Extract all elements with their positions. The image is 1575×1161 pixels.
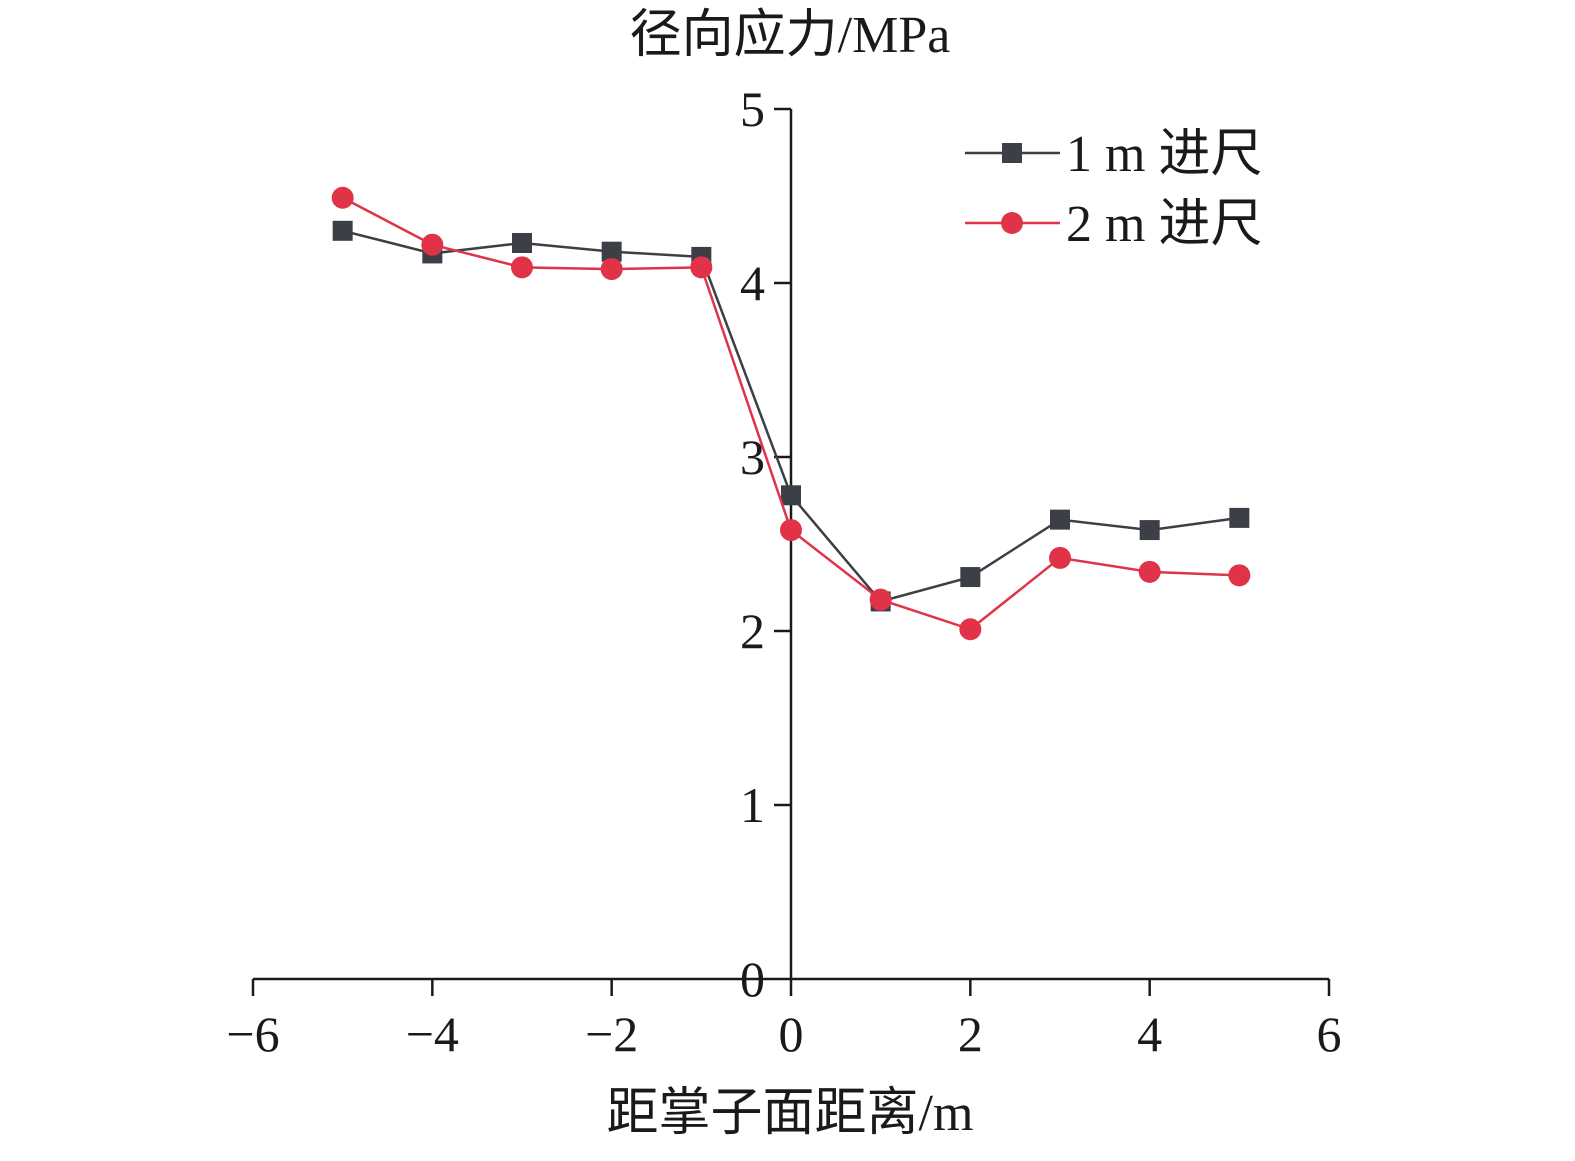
data-point-circle: [780, 519, 802, 542]
legend-marker-square: [1002, 143, 1022, 163]
data-point-circle: [1049, 546, 1071, 569]
y-axis-title: 径向应力/MPa: [630, 7, 951, 64]
data-point-square: [601, 241, 622, 262]
data-point-circle: [1138, 560, 1161, 583]
x-tick-label: −6: [226, 1006, 279, 1062]
y-tick-label: 5: [740, 81, 765, 137]
data-point-circle: [421, 233, 444, 256]
legend-label-2: 2 m 进尺: [1066, 196, 1262, 253]
data-point-circle: [511, 256, 533, 279]
y-tick-label: 0: [740, 951, 765, 1007]
y-tick-label: 3: [740, 429, 765, 485]
x-tick-label: 4: [1137, 1006, 1162, 1062]
y-tick-label: 4: [740, 255, 765, 311]
data-point-square: [1050, 509, 1070, 530]
y-tick-label: 2: [740, 603, 765, 659]
data-point-circle: [1228, 564, 1251, 587]
data-point-square: [512, 232, 532, 253]
x-tick-label: 0: [779, 1006, 804, 1062]
legend: 1 m 进尺 2 m 进尺: [965, 126, 1262, 253]
data-point-circle: [690, 256, 713, 279]
data-point-circle: [331, 186, 354, 209]
x-axis-title: 距掌子面距离/m: [607, 1085, 974, 1142]
data-point-square: [332, 220, 353, 241]
data-point-circle: [959, 618, 982, 641]
data-point-square: [1139, 520, 1160, 541]
data-point-square: [781, 485, 801, 506]
x-tick-label: −4: [406, 1006, 459, 1062]
plot-area: [331, 186, 1251, 641]
data-point-square: [1229, 507, 1250, 528]
data-point-circle: [600, 258, 623, 281]
axes: −6 −4 −2 0 2 4 6 0 1 2 3 4 5: [226, 81, 1341, 1062]
x-tick-label: 2: [958, 1006, 983, 1062]
data-point-square: [960, 567, 981, 588]
legend-label-1: 1 m 进尺: [1066, 126, 1262, 183]
legend-marker-circle: [1001, 212, 1023, 234]
data-point-circle: [869, 588, 892, 611]
x-tick-label: −2: [585, 1006, 638, 1062]
x-tick-label: 6: [1317, 1006, 1342, 1062]
y-tick-label: 1: [740, 777, 765, 833]
